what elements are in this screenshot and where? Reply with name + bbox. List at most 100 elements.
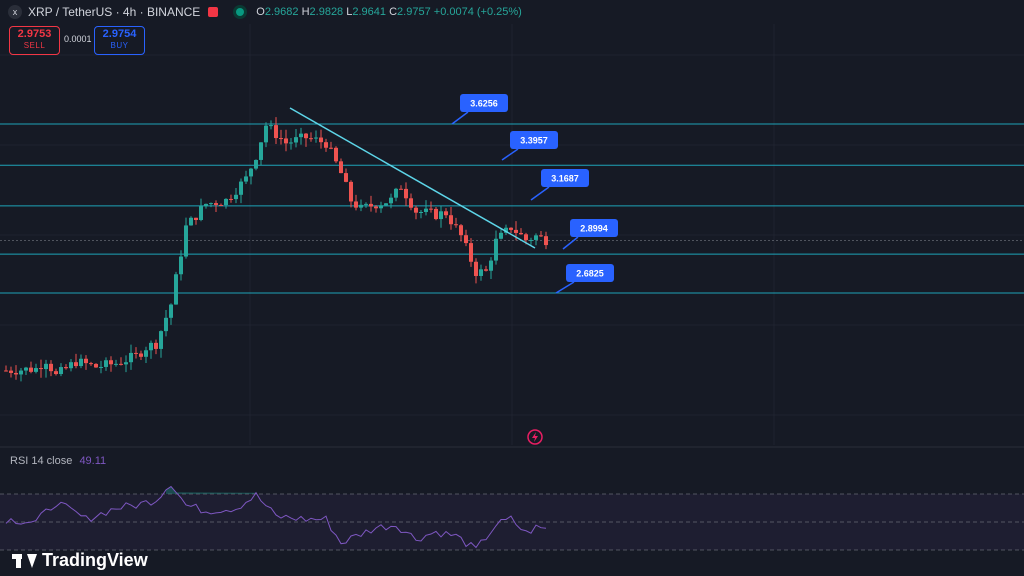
sell-price: 2.9753 bbox=[17, 28, 52, 40]
candle-body bbox=[529, 239, 533, 241]
candle-body bbox=[464, 235, 468, 244]
open-label: O bbox=[256, 6, 265, 18]
candle-body bbox=[334, 147, 338, 162]
candle-body bbox=[459, 225, 463, 236]
candle-body bbox=[109, 360, 113, 365]
tradingview-logo-icon bbox=[12, 553, 37, 568]
candle-body bbox=[314, 137, 318, 139]
candle-body bbox=[524, 234, 528, 241]
candle-body bbox=[14, 372, 18, 375]
rsi-value: 49.11 bbox=[79, 455, 107, 467]
low-value: 2.9641 bbox=[352, 6, 387, 18]
candle-body bbox=[414, 207, 418, 213]
candle-body bbox=[519, 232, 523, 235]
callout-label: 3.6256 bbox=[470, 99, 498, 109]
candle-body bbox=[349, 181, 353, 202]
candle-body bbox=[339, 161, 343, 174]
candle-body bbox=[129, 352, 133, 363]
tradingview-brand[interactable]: TradingView bbox=[12, 550, 148, 571]
high-label: H bbox=[301, 6, 310, 18]
trendline bbox=[289, 107, 536, 249]
buy-price: 2.9754 bbox=[102, 28, 137, 40]
candle-body bbox=[279, 138, 283, 140]
candle-body bbox=[274, 125, 278, 139]
callout-box bbox=[566, 264, 614, 282]
rsi-overbought-fill bbox=[166, 486, 256, 494]
rsi-series bbox=[5, 485, 547, 549]
candle-body bbox=[514, 229, 518, 233]
candle-body bbox=[44, 363, 48, 370]
candle-body bbox=[544, 236, 548, 246]
rsi-background bbox=[0, 493, 1024, 551]
candle-body bbox=[454, 224, 458, 226]
candle-body bbox=[354, 201, 358, 208]
candle-body bbox=[94, 363, 98, 368]
candle-body bbox=[439, 211, 443, 220]
candle-body bbox=[154, 342, 158, 349]
candle-body bbox=[259, 142, 263, 160]
candle-body bbox=[539, 235, 543, 237]
candle-body bbox=[219, 204, 223, 206]
candle-body bbox=[499, 232, 503, 239]
candle-body bbox=[49, 363, 53, 372]
candle-body bbox=[29, 367, 33, 372]
candle-body bbox=[214, 203, 218, 205]
candle-body bbox=[479, 269, 483, 276]
symbol-title[interactable]: XRP / TetherUS · 4h · BINANCE bbox=[28, 5, 201, 19]
candle-body bbox=[359, 204, 363, 208]
callout-box bbox=[541, 169, 589, 187]
change-value: +0.0074 (+0.25%) bbox=[433, 6, 522, 18]
candle-body bbox=[69, 362, 73, 369]
candle-body bbox=[304, 133, 308, 139]
callout-box bbox=[510, 131, 558, 149]
candle-body bbox=[424, 208, 428, 212]
rsi-line bbox=[5, 485, 547, 549]
rsi-legend[interactable]: RSI 14 close 49.11 bbox=[10, 455, 106, 467]
open-value: 2.9682 bbox=[264, 6, 299, 18]
sell-button[interactable]: 2.9753 SELL bbox=[9, 26, 60, 55]
buy-label: BUY bbox=[110, 41, 129, 50]
candle-body bbox=[209, 203, 213, 205]
candle-body bbox=[369, 203, 373, 207]
callout-pointer bbox=[501, 148, 519, 161]
candle-body bbox=[429, 208, 433, 210]
candle-body bbox=[379, 205, 383, 209]
callout-pointer bbox=[555, 281, 575, 294]
candle-body bbox=[104, 360, 108, 367]
candle-body bbox=[269, 125, 273, 127]
candle-body bbox=[449, 215, 453, 225]
candle-body bbox=[139, 353, 143, 357]
callout-box bbox=[570, 219, 618, 237]
spread-value: 0.0001 bbox=[64, 34, 92, 44]
candle-body bbox=[239, 181, 243, 195]
candle-body bbox=[34, 368, 38, 372]
candle-body bbox=[79, 358, 83, 367]
candle-body bbox=[474, 261, 478, 276]
candle-body bbox=[374, 206, 378, 209]
candle-body bbox=[234, 194, 238, 200]
candle-body bbox=[509, 227, 513, 230]
callout-label: 3.3957 bbox=[520, 136, 548, 146]
candle-body bbox=[99, 366, 103, 368]
candle-body bbox=[84, 358, 88, 364]
close-value: 2.9757 bbox=[397, 6, 431, 18]
candle-body bbox=[64, 367, 68, 369]
candle-body bbox=[4, 370, 8, 372]
sell-label: SELL bbox=[23, 41, 46, 50]
close-label: C bbox=[389, 6, 398, 18]
candle-body bbox=[309, 138, 313, 140]
trendline-group bbox=[289, 107, 536, 249]
candle-body bbox=[24, 367, 28, 371]
callout-pointer bbox=[530, 186, 550, 201]
candle-body bbox=[179, 256, 183, 275]
candle-body bbox=[189, 217, 193, 226]
candle-body bbox=[164, 317, 168, 332]
lightning-icon bbox=[527, 429, 543, 445]
candle-body bbox=[54, 371, 58, 375]
candle-body bbox=[534, 235, 538, 240]
buy-button[interactable]: 2.9754 BUY bbox=[94, 26, 145, 55]
candle-body bbox=[59, 367, 63, 375]
candle-body bbox=[254, 159, 258, 169]
